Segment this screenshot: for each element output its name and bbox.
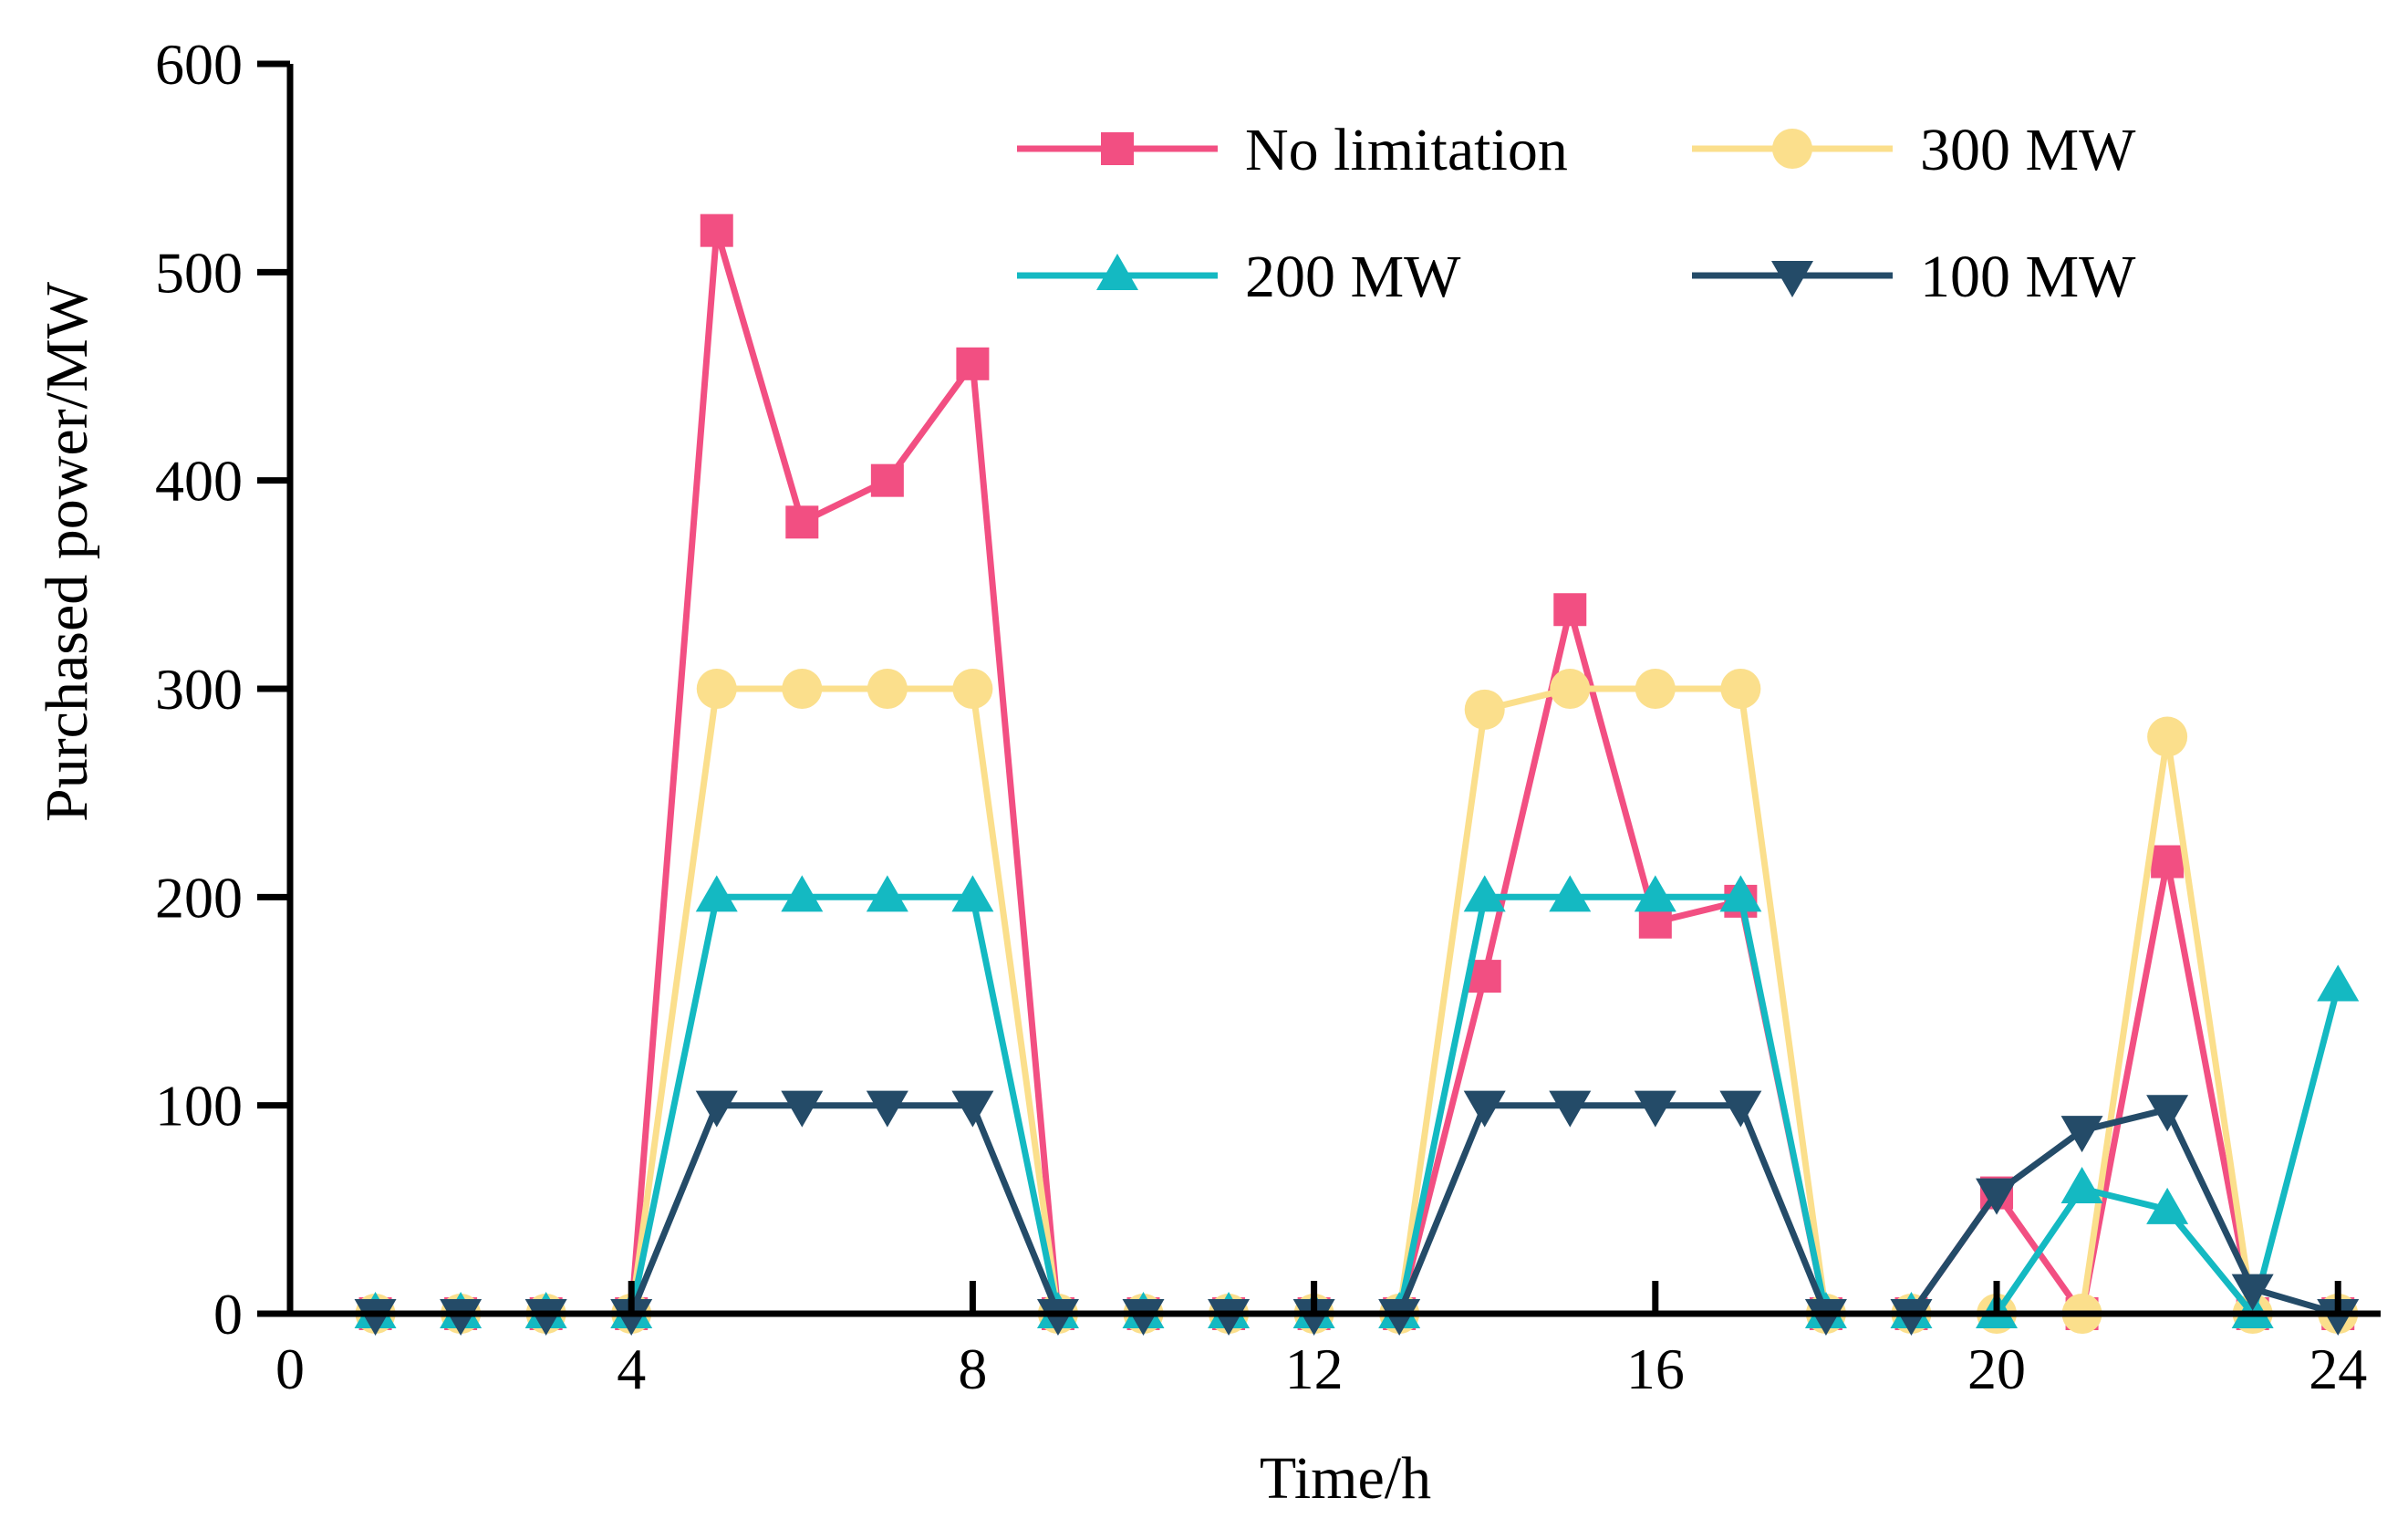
data-point	[781, 1090, 824, 1128]
data-point	[951, 1090, 994, 1128]
legend-label: 200 MW	[1245, 244, 1461, 310]
data-point	[1463, 875, 1506, 912]
series-no-limitation	[358, 213, 2355, 1330]
data-point	[610, 1299, 653, 1336]
data-point	[1890, 1299, 1933, 1336]
data-point	[1036, 1299, 1079, 1336]
data-point	[1553, 593, 1587, 627]
series-layer	[354, 213, 2360, 1336]
data-point	[1378, 1299, 1421, 1336]
x-tick-label: 20	[1967, 1337, 2026, 1401]
data-point	[2317, 964, 2360, 1002]
x-tick-label: 0	[275, 1337, 305, 1401]
data-point	[866, 1090, 908, 1128]
data-point	[1292, 1299, 1335, 1336]
y-tick-label: 500	[155, 240, 243, 305]
legend-label: No limitation	[1245, 117, 1568, 183]
x-tick-label: 8	[958, 1337, 987, 1401]
data-point	[1208, 1299, 1251, 1336]
data-point	[1549, 875, 1592, 912]
x-tick-label: 16	[1626, 1337, 1685, 1401]
data-point	[952, 669, 993, 709]
y-tick-label: 100	[155, 1074, 243, 1139]
legend-swatch-marker	[1771, 261, 1813, 297]
axes: 0 100 200 300 400 500 600 0 4 8 12 16 20 24	[155, 32, 2381, 1401]
data-point	[782, 669, 823, 709]
legend: No limitation 300 MW 200 MW 100 MW	[1017, 117, 2136, 310]
data-point	[1804, 1299, 1847, 1336]
data-point	[1464, 689, 1505, 730]
data-point	[951, 875, 994, 912]
data-point	[1719, 875, 1762, 912]
data-point	[1463, 1090, 1506, 1128]
data-point	[870, 463, 904, 497]
data-point	[2151, 845, 2185, 879]
data-point	[1122, 1299, 1165, 1336]
legend-entry: 300 MW	[1692, 117, 2136, 183]
data-point	[1635, 669, 1676, 709]
data-point	[2146, 1187, 2189, 1224]
data-point	[1720, 669, 1761, 709]
data-point	[1976, 1178, 2019, 1215]
x-tick-label: 24	[2309, 1337, 2367, 1401]
y-tick-label: 600	[155, 32, 243, 97]
data-point	[2231, 1274, 2274, 1311]
data-point	[700, 213, 733, 247]
y-axis-label: Purchased power/MW	[34, 281, 100, 822]
legend-entry: 100 MW	[1692, 244, 2136, 310]
data-point	[866, 875, 908, 912]
data-point	[695, 1090, 738, 1128]
data-point	[695, 875, 738, 912]
data-point	[2317, 1299, 2360, 1336]
y-tick-label: 0	[213, 1282, 243, 1347]
legend-label: 100 MW	[1920, 244, 2136, 310]
legend-entry: No limitation	[1017, 117, 1568, 183]
data-point	[781, 875, 824, 912]
data-point	[1549, 1090, 1592, 1128]
data-point	[1550, 669, 1591, 709]
data-point	[696, 669, 737, 709]
series-100-mw	[354, 1090, 2360, 1336]
data-point	[354, 1299, 397, 1336]
y-tick-label: 200	[155, 865, 243, 930]
data-point	[524, 1299, 567, 1336]
legend-entry: 200 MW	[1017, 244, 1461, 310]
data-point	[785, 505, 819, 539]
y-tick-label: 300	[155, 657, 243, 722]
data-point	[440, 1299, 483, 1336]
data-point	[1634, 875, 1676, 912]
data-point	[1634, 1090, 1676, 1128]
x-tick-label: 12	[1285, 1337, 1344, 1401]
y-tick-label: 400	[155, 449, 243, 514]
data-point	[2060, 1116, 2103, 1153]
data-point	[2147, 716, 2188, 757]
data-point	[2146, 1095, 2189, 1132]
data-point	[2060, 1167, 2103, 1203]
legend-swatch-marker	[1772, 129, 1812, 169]
series-line	[375, 893, 2341, 1317]
data-point	[867, 669, 908, 709]
legend-swatch-marker	[1096, 254, 1138, 290]
series-line	[375, 227, 2339, 1317]
legend-swatch-marker	[1101, 132, 1134, 165]
x-axis-label: Time/h	[1260, 1445, 1431, 1512]
data-point	[956, 347, 990, 380]
legend-label: 300 MW	[1920, 117, 2136, 183]
data-point	[1719, 1090, 1762, 1128]
x-tick-label: 4	[617, 1337, 646, 1401]
